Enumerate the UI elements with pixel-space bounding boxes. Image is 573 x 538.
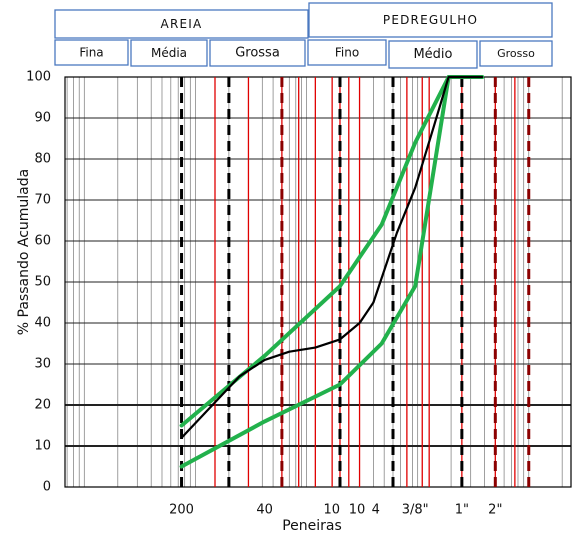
class-box-fina [54, 39, 129, 66]
class-label-areia: AREIA [161, 17, 203, 31]
y-tick-label: 30 [34, 357, 51, 372]
class-box-areia [54, 9, 309, 39]
classification-header: AREIA PEDREGULHO Fina Média Grossa Fino Médio G… [54, 2, 553, 69]
class-label-grossa: Grossa [235, 46, 280, 61]
series-curve [180, 75, 484, 439]
x-axis-ticks: 200 40 10 10 4 3/8" 1" 2" [169, 503, 502, 518]
class-label-grosso: Grosso [497, 47, 535, 60]
y-tick-label: 60 [34, 234, 51, 249]
y-tick-label: 20 [34, 398, 51, 413]
y-axis-ticks: 0 10 20 30 40 50 60 70 80 90 100 [26, 70, 51, 495]
class-box-fino [307, 39, 387, 66]
plot-frame [64, 76, 572, 488]
y-tick-label: 0 [43, 480, 51, 495]
plot-series [179, 75, 485, 469]
class-box-grossa [209, 39, 306, 67]
class-box-grosso [479, 40, 553, 67]
y-tick-label: 40 [34, 316, 51, 331]
x-sieve-label: 3/8" [402, 503, 429, 518]
x-sieve-label: 10 [349, 503, 366, 518]
grid [64, 76, 572, 488]
class-label-pedregulho: PEDREGULHO [383, 13, 478, 27]
x-sieve-label: 4 [372, 503, 380, 518]
x-sieve-label: 200 [169, 503, 194, 518]
class-label-fino: Fino [335, 46, 359, 60]
y-tick-label: 70 [34, 193, 51, 208]
class-label-media-areia: Média [151, 46, 187, 60]
class-box-media-areia [130, 39, 208, 67]
x-sieve-label: 2" [488, 503, 502, 518]
y-tick-label: 100 [26, 70, 51, 85]
y-tick-label: 80 [34, 152, 51, 167]
y-tick-label: 10 [34, 439, 51, 454]
class-box-pedregulho [308, 2, 553, 38]
class-box-medio [388, 40, 478, 69]
x-axis-title: Peneiras [282, 518, 342, 534]
y-tick-label: 50 [34, 275, 51, 290]
class-label-fina: Fina [79, 46, 103, 60]
x-sieve-label: 1" [455, 503, 469, 518]
x-sieve-label: 40 [256, 503, 273, 518]
x-sieve-label: 10 [323, 503, 340, 518]
y-axis-title: % Passando Acumulada [16, 169, 32, 335]
class-label-medio: Médio [413, 47, 452, 62]
y-tick-label: 90 [34, 111, 51, 126]
